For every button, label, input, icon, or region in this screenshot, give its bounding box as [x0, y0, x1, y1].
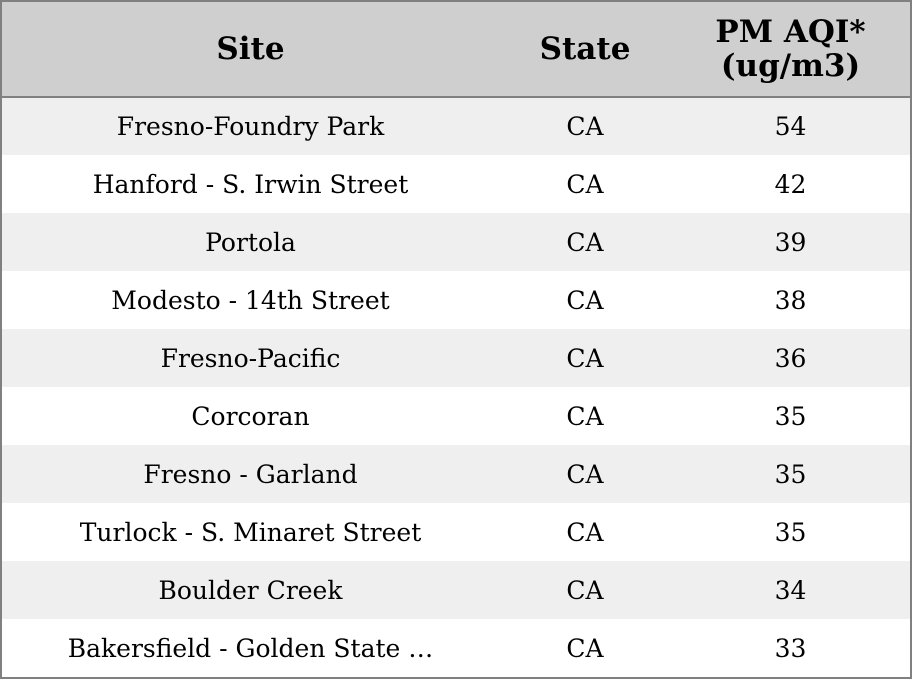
cell-site: Fresno-Pacific — [160, 343, 341, 373]
cell-state: CA — [566, 401, 604, 431]
table-row: Fresno-Foundry Park CA 54 — [2, 97, 910, 155]
cell-state: CA — [566, 227, 604, 257]
cell-state: CA — [566, 343, 604, 373]
cell-state: CA — [566, 459, 604, 489]
cell-pm-aqi: 35 — [774, 517, 807, 547]
table-row: Bakersfield - Golden State … CA 33 — [2, 619, 910, 677]
cell-state: CA — [566, 285, 604, 315]
cell-pm-aqi: 42 — [774, 169, 807, 199]
cell-state: CA — [566, 575, 604, 605]
cell-site: Corcoran — [191, 401, 310, 431]
header-pm-aqi: PM AQI* (ug/m3) — [671, 2, 910, 98]
table-row: Corcoran CA 35 — [2, 387, 910, 445]
cell-state: CA — [566, 169, 604, 199]
table-row: Fresno-Pacific CA 36 — [2, 329, 910, 387]
cell-site: Fresno-Foundry Park — [116, 112, 385, 141]
header-pm-aqi-line1: PM AQI* — [715, 14, 866, 50]
cell-pm-aqi: 35 — [774, 401, 807, 431]
table-body: Fresno-Foundry Park CA 54 Hanford - S. Irwi… — [2, 97, 910, 677]
cell-site: Boulder Creek — [158, 575, 343, 605]
cell-site: Fresno - Garland — [143, 459, 358, 489]
table-row: Portola CA 39 — [2, 213, 910, 271]
cell-site: Turlock - S. Minaret Street — [79, 517, 422, 547]
cell-pm-aqi: 35 — [774, 459, 807, 489]
cell-pm-aqi: 33 — [774, 633, 807, 663]
table-row: Turlock - S. Minaret Street CA 35 — [2, 503, 910, 561]
cell-site: Hanford - S. Irwin Street — [92, 169, 409, 199]
table-row: Hanford - S. Irwin Street CA 42 — [2, 155, 910, 213]
table-row: Modesto - 14th Street CA 38 — [2, 271, 910, 329]
cell-site: Modesto - 14th Street — [111, 285, 390, 315]
cell-pm-aqi: 36 — [774, 343, 807, 373]
cell-pm-aqi: 34 — [774, 575, 807, 605]
cell-pm-aqi: 38 — [774, 285, 807, 315]
table-header-row: Site State PM AQI* (ug/m3) — [2, 2, 910, 98]
header-state: State — [499, 2, 671, 98]
table-row: Fresno - Garland CA 35 — [2, 445, 910, 503]
cell-state: CA — [566, 112, 604, 141]
cell-pm-aqi: 54 — [774, 112, 807, 141]
header-pm-aqi-unit: (ug/m3) — [720, 48, 861, 84]
cell-site: Bakersfield - Golden State … — [67, 633, 434, 663]
cell-site: Portola — [205, 227, 296, 257]
cell-pm-aqi: 39 — [774, 227, 807, 257]
table-row: Boulder Creek CA 34 — [2, 561, 910, 619]
cell-state: CA — [566, 517, 604, 547]
header-site: Site — [2, 2, 499, 98]
cell-state: CA — [566, 633, 604, 663]
